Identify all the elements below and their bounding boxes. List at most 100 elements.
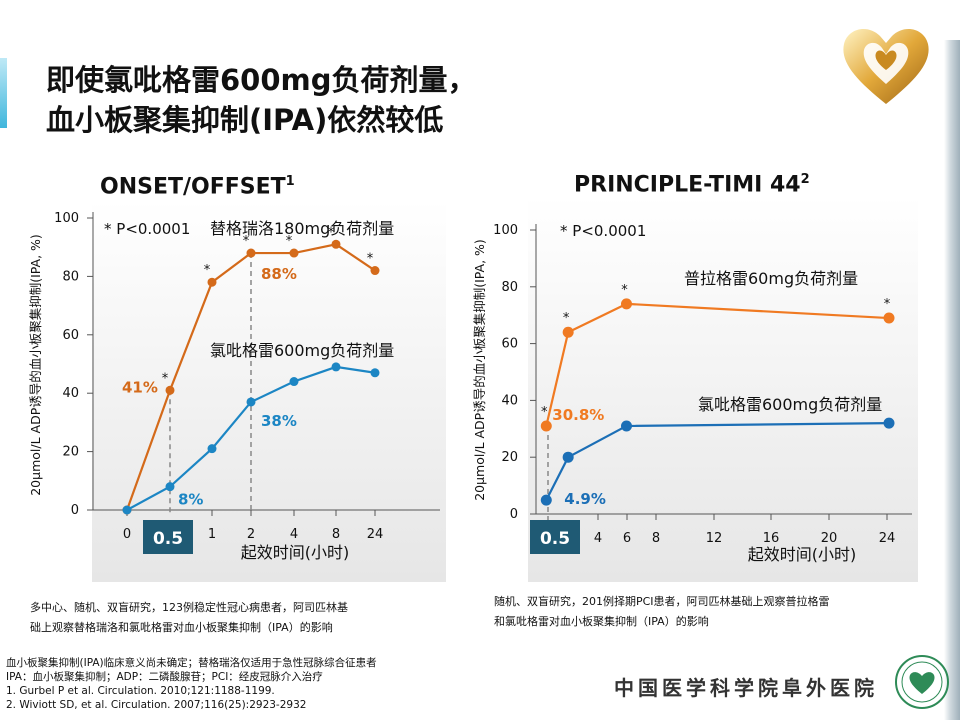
chart1-point-label: 41% bbox=[122, 378, 158, 396]
chart1-x-tick-label: 2 bbox=[247, 527, 255, 542]
chart1-data-point bbox=[370, 368, 380, 378]
reference-line: 血小板聚集抑制(IPA)临床意义尚未确定；替格瑞洛仅适用于急性冠脉综合征患者 bbox=[6, 657, 377, 669]
chart1-x-tick-label: 24 bbox=[367, 527, 384, 542]
chart2-panel bbox=[528, 196, 918, 582]
chart1-data-point bbox=[207, 277, 217, 287]
chart1-series-name-label: 替格瑞洛180mg负荷剂量 bbox=[210, 219, 394, 238]
chart2-x-tick-label: 8 bbox=[652, 531, 660, 546]
chart1-significance-star: * bbox=[328, 225, 335, 240]
hospital-name: 中国医学科学院阜外医院 bbox=[614, 676, 878, 700]
slide-title-line2: 血小板聚集抑制(IPA)依然较低 bbox=[46, 103, 444, 137]
study-note-left: 多中心、随机、双盲研究，123例稳定性冠心病患者，阿司匹林基 础上观察替格瑞洛和… bbox=[30, 598, 348, 638]
chart2-series-name-label: 普拉格雷60mg负荷剂量 bbox=[684, 269, 858, 288]
chart1-title: ONSET/OFFSET1 bbox=[100, 174, 295, 199]
reference-line: IPA：血小板聚集抑制；ADP：二磷酸腺苷；PCI：经皮冠脉介入治疗 bbox=[6, 671, 323, 683]
chart2-point-label: 30.8% bbox=[552, 406, 604, 424]
chart2-x-axis-label: 起效时间(小时) bbox=[748, 545, 857, 564]
chart2-y-tick-label: 20 bbox=[501, 450, 518, 465]
chart1-data-point bbox=[207, 444, 217, 454]
chart1-y-tick-label: 80 bbox=[62, 269, 79, 284]
chart2-data-point bbox=[621, 298, 632, 310]
reference-line: 2. Wiviott SD, et al. Circulation. 2007;… bbox=[6, 699, 307, 711]
chart2-y-tick-label: 0 bbox=[510, 507, 518, 522]
chart2-highlight-box bbox=[530, 520, 580, 554]
chart1-y-tick-label: 40 bbox=[62, 386, 79, 401]
chart1-point-label: 38% bbox=[261, 412, 297, 430]
chart1-significance-note: * P<0.0001 bbox=[104, 220, 190, 238]
chart1-significance-star: * bbox=[286, 234, 293, 249]
chart1-title-superscript: 1 bbox=[285, 174, 295, 189]
chart1-x-tick-label: 0 bbox=[123, 527, 131, 542]
chart1-y-tick-label: 0 bbox=[71, 503, 79, 518]
right-edge-band bbox=[944, 40, 960, 720]
chart1-y-tick-label: 60 bbox=[62, 328, 79, 343]
chart2-title-text: PRINCIPLE-TIMI 44 bbox=[574, 172, 801, 198]
hospital-seal-icon bbox=[895, 655, 949, 709]
chart2-point-label: 4.9% bbox=[564, 490, 606, 508]
chart2-significance-star: * bbox=[884, 297, 891, 312]
study-note-right-line1: 随机、双盲研究，201例择期PCI患者，阿司匹林基础上观察普拉格雷 bbox=[494, 595, 830, 608]
chart1-panel bbox=[92, 200, 446, 582]
chart1-data-point bbox=[289, 248, 299, 258]
study-note-left-line1: 多中心、随机、双盲研究，123例稳定性冠心病患者，阿司匹林基 bbox=[30, 601, 348, 614]
chart1-data-point bbox=[246, 248, 256, 258]
chart2-y-tick-label: 60 bbox=[501, 337, 518, 352]
chart2-x-tick-label: 0.5 bbox=[540, 529, 570, 549]
chart2-significance-note: * P<0.0001 bbox=[560, 222, 646, 240]
reference-line: 1. Gurbel P et al. Circulation. 2010;121… bbox=[6, 685, 275, 697]
chart2-significance-star: * bbox=[541, 405, 548, 420]
chart1-y-tick-label: 100 bbox=[54, 211, 79, 226]
chart1-y-tick-label: 20 bbox=[62, 445, 79, 460]
chart1-x-tick-label: 0.5 bbox=[153, 529, 183, 549]
chart2-y-tick-label: 100 bbox=[493, 223, 518, 238]
chart2-series-name-label: 氯吡格雷600mg负荷剂量 bbox=[698, 395, 882, 414]
chart2-data-point bbox=[540, 494, 552, 506]
chart2-series-line bbox=[545, 302, 890, 427]
chart1-x-axis-label: 起效时间(小时) bbox=[241, 543, 350, 562]
chart2-x-tick-label: 12 bbox=[706, 531, 723, 546]
chart2-title: PRINCIPLE-TIMI 442 bbox=[574, 172, 810, 197]
title-accent-bar bbox=[0, 58, 7, 128]
chart1-x-tick-label: 1 bbox=[208, 527, 216, 542]
chart1-data-point bbox=[289, 377, 299, 387]
study-note-right-line2: 和氯吡格雷对血小板聚集抑制（IPA）的影响 bbox=[494, 615, 709, 628]
chart2-data-point bbox=[562, 326, 574, 338]
chart2-x-tick-label: 6 bbox=[623, 531, 631, 546]
chart1-data-point bbox=[165, 385, 175, 395]
chart2-x-tick-label: 24 bbox=[879, 531, 896, 546]
chart2-y-axis-label: 20μmol/L ADP诱导的血小板聚集抑制(IPA, %) bbox=[472, 239, 487, 501]
chart2-x-tick-label: 20 bbox=[821, 531, 838, 546]
chart1-point-label: 8% bbox=[178, 491, 203, 509]
study-note-right: 随机、双盲研究，201例择期PCI患者，阿司匹林基础上观察普拉格雷 和氯吡格雷对… bbox=[494, 592, 830, 632]
chart2-significance-star: * bbox=[621, 283, 628, 298]
chart1-highlight-box bbox=[143, 520, 193, 554]
chart1-data-point bbox=[122, 505, 132, 515]
chart2-data-point bbox=[562, 451, 574, 463]
chart1-point-label: 88% bbox=[261, 265, 297, 283]
chart1-data-point bbox=[331, 239, 341, 249]
chart1-significance-star: * bbox=[162, 371, 169, 386]
chart1-data-point bbox=[370, 266, 380, 276]
chart1-title-text: ONSET/OFFSET bbox=[100, 174, 286, 200]
chart1-data-point bbox=[165, 482, 175, 492]
chart1-data-point bbox=[246, 397, 256, 407]
chart2-data-point bbox=[883, 312, 895, 324]
chart2-series-line bbox=[545, 422, 890, 501]
chart1-x-tick-label: 4 bbox=[290, 527, 298, 542]
chart2-data-point bbox=[540, 420, 552, 432]
chart1-significance-star: * bbox=[243, 234, 250, 249]
chart2-significance-star: * bbox=[563, 311, 570, 326]
chart1-series-name-label: 氯吡格雷600mg负荷剂量 bbox=[210, 341, 394, 360]
chart2-data-point bbox=[883, 417, 895, 429]
chart2-x-tick-label: 16 bbox=[763, 531, 780, 546]
references: 血小板聚集抑制(IPA)临床意义尚未确定；替格瑞洛仅适用于急性冠脉综合征患者 I… bbox=[6, 656, 377, 712]
chart2-data-point bbox=[621, 420, 632, 432]
chart1-significance-star: * bbox=[204, 263, 211, 278]
chart2-plot: 0 20 40 60 80 100 0.5 4 6 8 12 16 20 24 起效时间(小时) 20μmol… bbox=[472, 222, 912, 564]
chart1-significance-star: * bbox=[367, 252, 374, 267]
slide-title: 即使氯吡格雷600mg负荷剂量， 血小板聚集抑制(IPA)依然较低 bbox=[46, 60, 477, 140]
chart2-y-tick-label: 40 bbox=[501, 393, 518, 408]
chart2-y-tick-label: 80 bbox=[501, 280, 518, 295]
